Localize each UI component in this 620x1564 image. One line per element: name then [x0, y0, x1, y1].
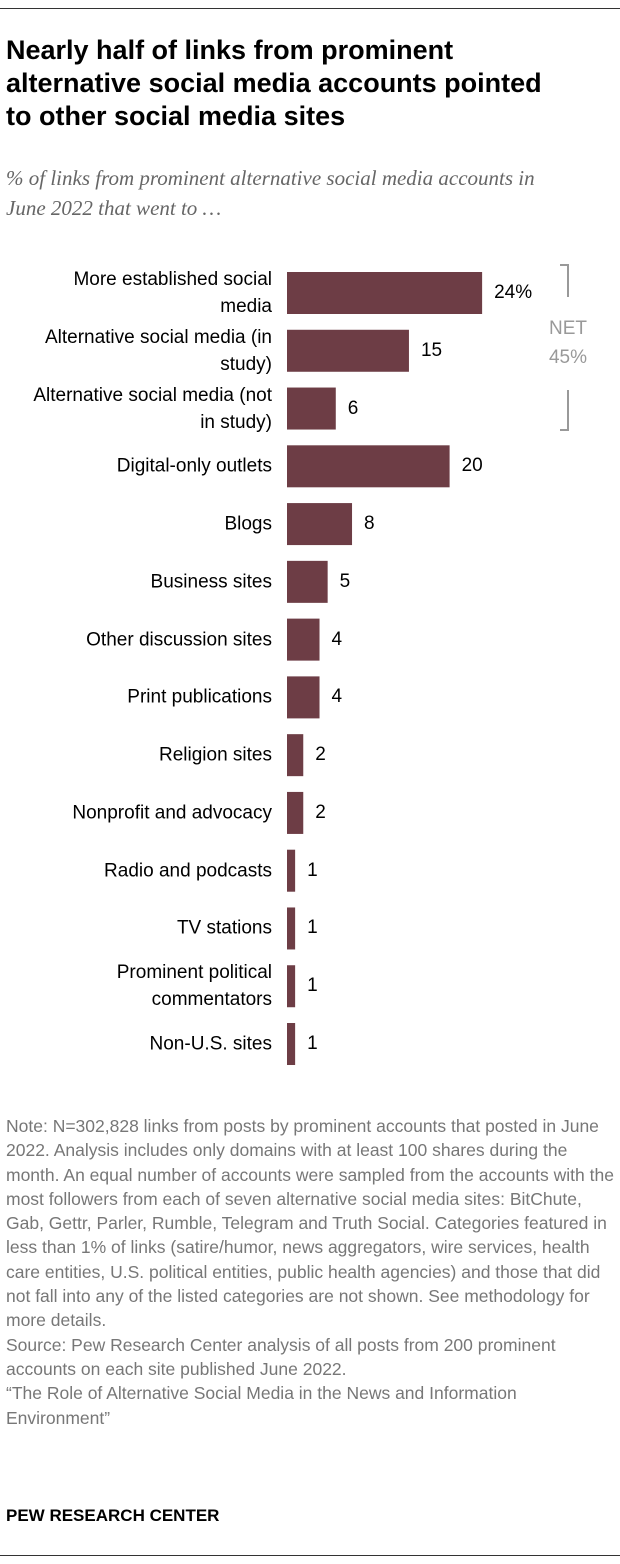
value-label: 24% [494, 282, 533, 303]
source: Source: Pew Research Center analysis of … [6, 1334, 556, 1379]
value-label: 4 [331, 628, 343, 650]
bar [287, 791, 304, 834]
value-label: 15 [420, 339, 443, 361]
value-label: 1 [307, 917, 318, 939]
bar [287, 618, 320, 661]
category-label: Other discussion sites [86, 629, 272, 651]
footer: PEW RESEARCH CENTER [6, 1506, 220, 1525]
net-label: NET [549, 318, 587, 339]
category-label: Business sites [150, 571, 272, 593]
category-label: Prominent political commentators [116, 962, 272, 1011]
net-bracket [560, 264, 569, 431]
value-label: 4 [331, 686, 343, 708]
value-label: 2 [315, 801, 326, 823]
value-label: 1 [307, 975, 318, 997]
bar [287, 965, 296, 1008]
category-label: Religion sites [159, 744, 272, 766]
value-label: 8 [364, 513, 375, 535]
bar [287, 849, 296, 892]
bar [287, 907, 296, 950]
note: Note: N=302,828 links from posts by prom… [6, 1116, 614, 1331]
report-title: “The Role of Alternative Social Media in… [6, 1383, 517, 1428]
notes: Note: N=302,828 links from posts by prom… [6, 1114, 618, 1430]
bar [287, 560, 328, 603]
bar [287, 503, 353, 546]
value-label: 1 [307, 1033, 318, 1054]
value-label: 2 [315, 744, 326, 766]
value-label: 6 [347, 397, 359, 419]
category-label: Nonprofit and advocacy [72, 802, 272, 824]
top-rule [0, 8, 620, 9]
bottom-rule [0, 1555, 620, 1556]
bar [287, 445, 450, 488]
category-label: Alternative social media (in study) [44, 326, 272, 375]
category-label: Blogs [224, 513, 272, 535]
category-label: Non-U.S. sites [149, 1033, 272, 1055]
category-label: Digital-only outlets [116, 455, 272, 477]
value-label: 20 [461, 455, 483, 477]
category-label: Alternative social media (not in study) [33, 384, 272, 433]
bar [287, 272, 483, 314]
bar [287, 387, 336, 430]
bar [287, 329, 409, 372]
net-value: 45% [548, 347, 588, 368]
category-label: TV stations [176, 917, 272, 939]
value-label: 5 [339, 570, 351, 592]
value-label: 1 [307, 859, 318, 881]
chart-title: Nearly half of links from prominent alte… [6, 35, 542, 131]
chart [287, 264, 569, 1066]
category-label: Print publications [127, 686, 272, 708]
bar [287, 676, 320, 719]
bar [287, 1023, 296, 1066]
category-label: More established social media [73, 269, 272, 317]
bar [287, 734, 304, 777]
chart-subtitle: % of links from prominent alternative so… [6, 166, 535, 220]
category-label: Radio and podcasts [104, 860, 272, 882]
